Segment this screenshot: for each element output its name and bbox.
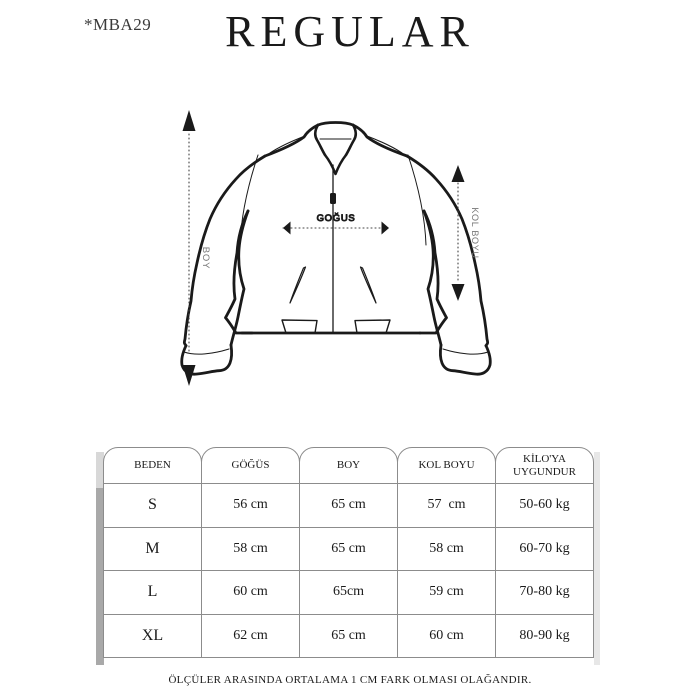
svg-text:KOL BOYU: KOL BOYU [470,207,480,258]
svg-text:GOĞUS: GOĞUS [317,213,356,224]
svg-text:BOY: BOY [200,247,211,269]
